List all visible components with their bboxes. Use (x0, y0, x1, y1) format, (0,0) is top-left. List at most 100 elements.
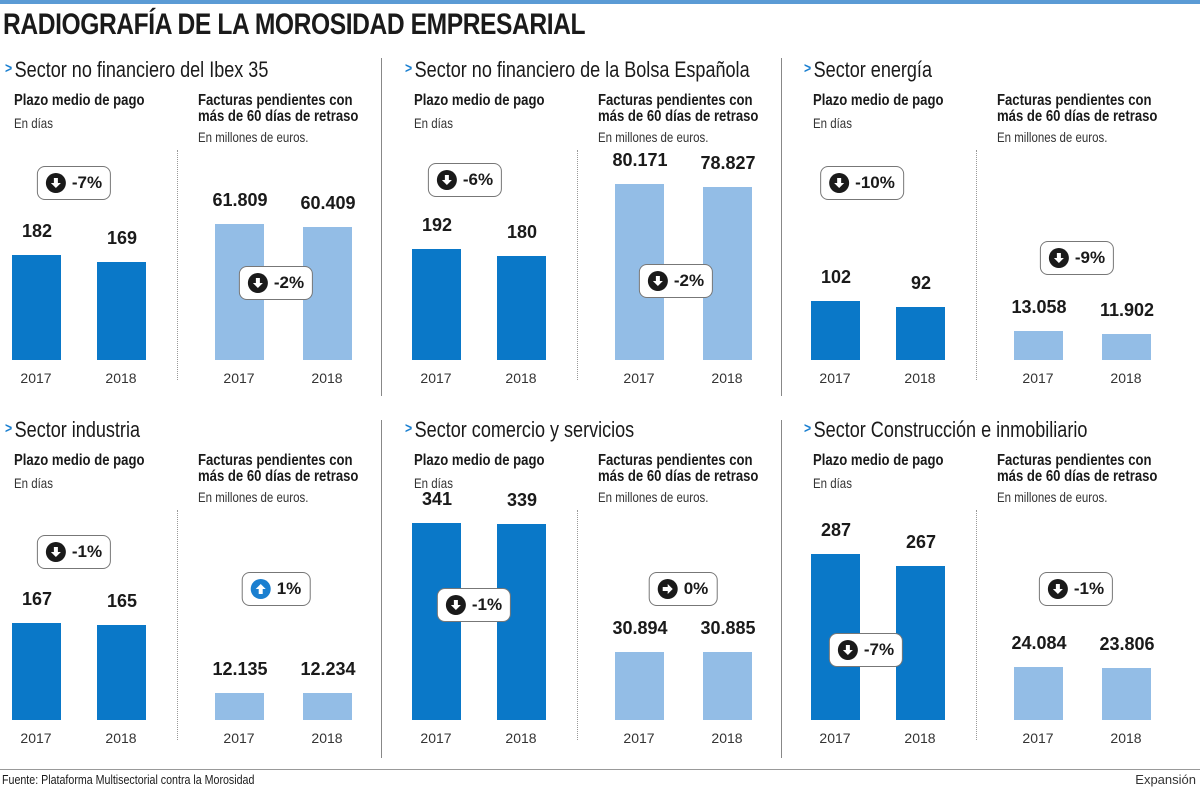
days-chart-title: Plazo medio de pago (14, 453, 173, 469)
chart-separator (976, 510, 977, 740)
days-bar-2018 (497, 524, 546, 720)
invoices-chart-title: Facturas pendientes con (598, 93, 787, 109)
days-unit-text: En días (813, 475, 852, 491)
invoices-value-label: 80.171 (612, 149, 668, 170)
invoices-change-value: 0% (683, 579, 709, 598)
chart-separator (177, 150, 178, 380)
days-chart-title-text: Plazo medio de pago (14, 452, 145, 469)
invoices-value-label: 60.409 (300, 193, 356, 214)
invoices-bar-2017 (615, 652, 664, 720)
arrow-up-icon (250, 579, 271, 599)
invoices-value-label: 24.084 (1011, 633, 1067, 653)
invoices-change-badge: -2% (638, 264, 714, 298)
days-chart-title: Plazo medio de pago (414, 93, 573, 109)
invoices-chart-title: más de 60 días de retraso (198, 109, 394, 125)
invoices-chart-title: Facturas pendientes con (598, 453, 787, 469)
invoices-unit-text: En millones de euros. (598, 129, 709, 145)
invoices-bar-2018 (1102, 667, 1151, 720)
year-tick-label: 2017 (819, 370, 851, 386)
invoices-value-label: 23.806 (1099, 633, 1155, 654)
days-bar-2018 (896, 306, 945, 360)
invoices-change-badge: -1% (1038, 572, 1114, 606)
invoices-change-value: -9% (1074, 248, 1106, 267)
footer-rule (0, 769, 1200, 770)
days-chart-unit: En días (14, 475, 61, 491)
days-chart-title-text: Plazo medio de pago (813, 452, 944, 469)
year-tick-label: 2018 (1110, 730, 1142, 746)
invoices-bar-2018 (303, 693, 352, 720)
days-chart-title: Plazo medio de pago (813, 93, 972, 109)
column-divider (381, 58, 382, 396)
invoices-title-line: más de 60 días de retraso (598, 108, 759, 125)
invoices-title-line: Facturas pendientes con (598, 92, 753, 109)
invoices-change-badge: 0% (648, 572, 718, 606)
days-change-value: -6% (462, 170, 494, 189)
days-chart-unit: En días (14, 115, 61, 131)
invoices-title-line: más de 60 días de retraso (997, 108, 1158, 125)
sector-title: > Sector no financiero de la Bolsa Españo… (405, 57, 825, 83)
invoices-chart-unit: En millones de euros. (198, 129, 333, 145)
year-tick-label: 2017 (420, 730, 452, 746)
days-value-label: 267 (905, 531, 937, 552)
sector-panel: > Sector comercio y servicios Plazo medio … (400, 415, 780, 765)
invoices-chart-title: más de 60 días de retraso (598, 109, 794, 125)
year-tick-label: 2018 (311, 370, 343, 386)
arrow-flat-icon (657, 579, 678, 599)
sector-title: > Sector comercio y servicios (405, 417, 685, 443)
days-chart-title: Plazo medio de pago (813, 453, 972, 469)
invoices-change-value: -1% (1073, 579, 1105, 598)
invoices-title-line: Facturas pendientes con (997, 92, 1152, 109)
top-rule (0, 0, 1200, 4)
invoices-unit-text: En millones de euros. (598, 489, 709, 505)
days-change-badge: -10% (820, 166, 904, 200)
invoices-unit-text: En millones de euros. (997, 129, 1108, 145)
arrow-down-icon (45, 542, 66, 562)
days-bar-2017 (412, 249, 461, 360)
days-chart-title-text: Plazo medio de pago (414, 92, 545, 109)
chevron-right-icon: > (405, 60, 413, 77)
source-text: Plataforma Multisectorial contra la Moro… (41, 772, 255, 787)
chevron-right-icon: > (405, 420, 413, 437)
year-tick-label: 2017 (819, 730, 851, 746)
sector-title: > Sector industria (5, 417, 170, 443)
arrow-down-icon (45, 173, 66, 193)
page-title: RADIOGRAFÍA DE LA MOROSIDAD EMPRESARIAL (3, 8, 713, 42)
sector-name: Sector Construcción e inmobiliario (813, 417, 1088, 442)
column-divider (781, 420, 782, 758)
days-change-badge: -7% (828, 633, 904, 667)
days-chart-unit: En días (813, 475, 860, 491)
year-tick-label: 2017 (1022, 730, 1054, 746)
days-change-value: -1% (471, 595, 503, 614)
days-value-label: 167 (21, 589, 53, 610)
days-unit-text: En días (813, 115, 852, 131)
arrow-down-icon (829, 173, 850, 193)
arrow-down-icon (1048, 248, 1069, 268)
days-chart-title-text: Plazo medio de pago (414, 452, 545, 469)
arrow-down-icon (445, 595, 466, 615)
year-tick-label: 2017 (623, 370, 655, 386)
sector-name: Sector industria (14, 417, 140, 442)
sector-title-text: > Sector Construcción e inmobiliario (804, 417, 1087, 443)
chevron-right-icon: > (804, 420, 812, 437)
year-tick-label: 2018 (311, 730, 343, 746)
invoices-bar-2017 (1014, 667, 1063, 720)
days-change-value: -10% (855, 173, 895, 192)
sector-panel: > Sector energía Plazo medio de pago En día… (799, 55, 1179, 405)
invoices-change-value: 1% (276, 579, 302, 598)
source-note: Fuente: Plataforma Multisectorial contra… (2, 772, 310, 787)
year-tick-label: 2017 (223, 370, 255, 386)
days-value-label: 339 (506, 490, 538, 511)
year-tick-label: 2018 (1110, 370, 1142, 386)
invoices-title-line: Facturas pendientes con (997, 452, 1152, 469)
days-unit-text: En días (14, 475, 53, 491)
days-chart-title: Plazo medio de pago (14, 93, 173, 109)
invoices-change-value: -2% (273, 273, 305, 292)
sector-panel: > Sector Construcción e inmobiliario Plazo… (799, 415, 1179, 765)
days-bar-2018 (97, 624, 146, 720)
days-value-label: 287 (820, 520, 852, 541)
days-change-value: -1% (71, 542, 103, 561)
year-tick-label: 2017 (20, 730, 52, 746)
days-change-badge: -1% (436, 588, 512, 622)
days-value-label: 165 (106, 590, 138, 611)
days-value-label: 192 (421, 215, 453, 236)
